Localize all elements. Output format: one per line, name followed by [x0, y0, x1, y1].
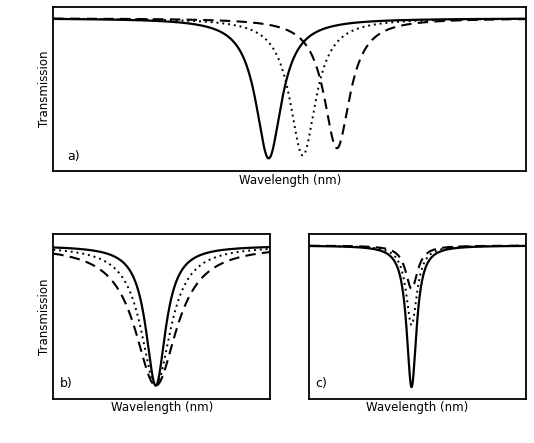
X-axis label: Wavelength (nm): Wavelength (nm)	[366, 401, 469, 415]
X-axis label: Wavelength (nm): Wavelength (nm)	[111, 401, 213, 415]
Text: b): b)	[60, 377, 73, 390]
Text: c): c)	[316, 377, 327, 390]
X-axis label: Wavelength (nm): Wavelength (nm)	[239, 174, 341, 187]
Y-axis label: Transmission: Transmission	[37, 278, 51, 354]
Text: a): a)	[68, 150, 80, 163]
Y-axis label: Transmission: Transmission	[37, 51, 51, 127]
